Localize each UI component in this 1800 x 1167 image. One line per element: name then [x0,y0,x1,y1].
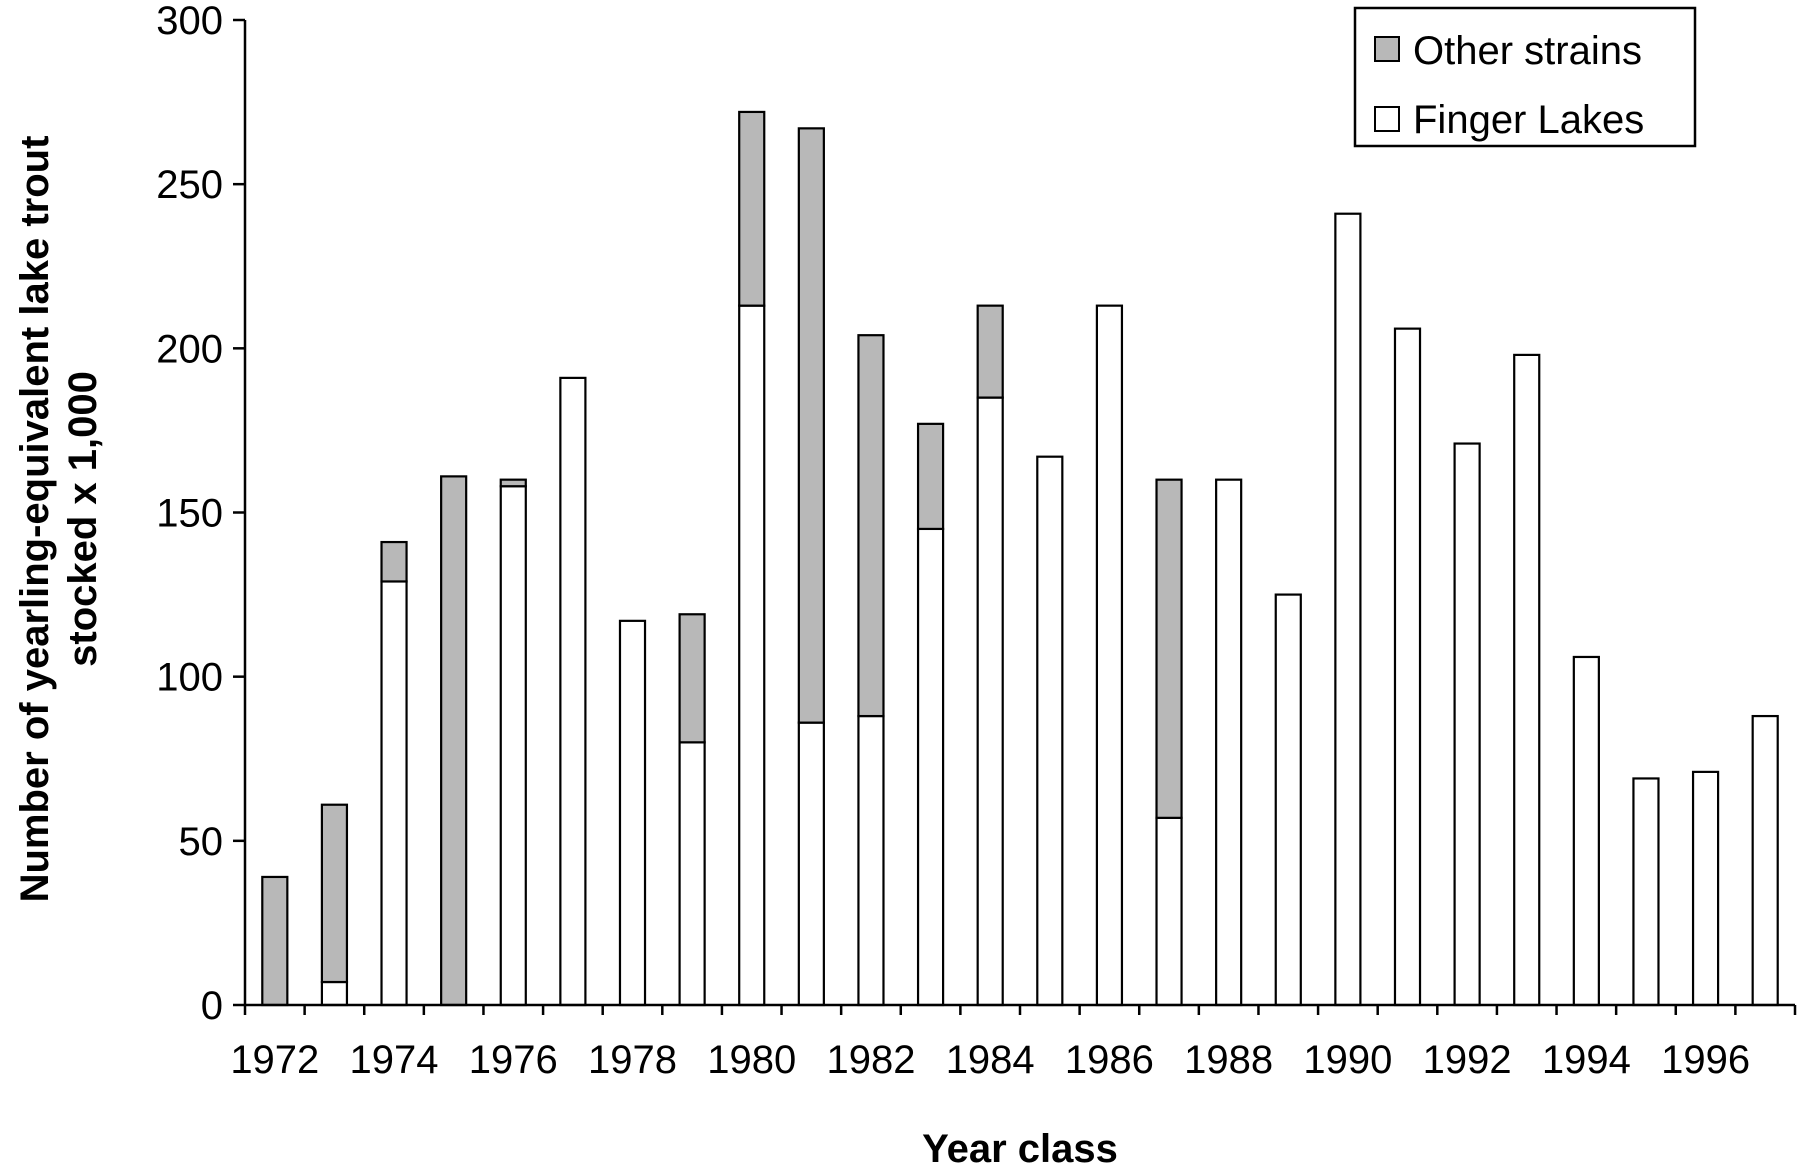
bar-finger-lakes-1986 [1095,304,1124,1007]
bar-other-strains-1981 [797,127,825,724]
bar-finger-lakes-1992 [1453,442,1481,1007]
legend-box [1353,6,1697,148]
bar-other-strains-1972 [261,875,289,1007]
bar-finger-lakes-1984 [976,396,1004,1007]
bars-group [261,110,1779,1007]
bar-finger-lakes-1991 [1393,327,1422,1007]
bar-finger-lakes-1979 [678,741,706,1007]
y-axis-title-line-1: Number of yearling-equivalent lake trout [13,136,57,903]
x-tick-label: 1988 [1184,1038,1273,1082]
bar-finger-lakes-1989 [1274,593,1302,1007]
y-tick-label: 50 [179,820,224,864]
legend-swatch-finger-lakes [1374,106,1400,132]
x-tick-label: 1972 [230,1038,319,1082]
y-tick-label: 300 [156,0,223,43]
y-tick-label: 200 [156,327,223,371]
bar-finger-lakes-1976 [499,485,527,1007]
bar-other-strains-1973 [320,803,349,984]
bar-finger-lakes-1982 [857,714,885,1007]
y-axis-title-line-2-text: stocked x 1,000 [61,371,105,667]
bar-other-strains-1987 [1155,478,1183,819]
bar-finger-lakes-1974 [380,580,408,1007]
bar-finger-lakes-1977 [559,376,587,1007]
bar-other-strains-1980 [738,110,766,307]
bar-other-strains-1976 [499,478,527,488]
bar-finger-lakes-1978 [618,619,647,1007]
x-tick-label: 1996 [1661,1038,1750,1082]
y-tick-label: 100 [156,656,223,700]
y-axis-title-line-2: stocked x 1,000 [61,371,105,667]
bar-finger-lakes-1990 [1334,212,1362,1007]
legend-swatch-other-strains [1374,36,1400,62]
bar-other-strains-1982 [857,334,885,718]
y-tick-label: 250 [156,163,223,207]
x-tick-label: 1984 [946,1038,1035,1082]
bar-finger-lakes-1983 [916,527,945,1007]
bar-finger-lakes-1987 [1155,816,1183,1007]
x-axis-title: Year class [922,1127,1118,1167]
x-tick-label: 1992 [1423,1038,1512,1082]
bar-finger-lakes-1981 [797,721,825,1007]
bar-finger-lakes-1994 [1572,655,1600,1007]
bar-other-strains-1984 [976,304,1004,399]
x-tick-label: 1980 [707,1038,796,1082]
bar-finger-lakes-1985 [1036,455,1064,1007]
x-tick-label: 1986 [1065,1038,1154,1082]
x-tick-label: 1982 [826,1038,915,1082]
x-tick-label: 1974 [350,1038,439,1082]
x-tick-label: 1990 [1303,1038,1392,1082]
bar-other-strains-1979 [678,613,706,744]
x-tick-label: 1976 [469,1038,558,1082]
bar-finger-lakes-1988 [1215,478,1243,1007]
bar-finger-lakes-1973 [320,980,349,1007]
y-tick-label: 150 [156,492,223,536]
bar-finger-lakes-1997 [1751,714,1779,1007]
bar-other-strains-1974 [380,540,408,583]
bar-other-strains-1975 [440,475,468,1007]
y-axis-title: Number of yearling-equivalent lake trout [13,136,57,903]
x-tick-label: 1978 [588,1038,677,1082]
bar-finger-lakes-1996 [1691,770,1720,1007]
bar-finger-lakes-1995 [1632,777,1660,1007]
y-ticks-group: 0 50 100 150 200 250 300 [156,0,245,1028]
legend-label-finger-lakes: Finger Lakes [1413,98,1644,142]
legend: Other strains Finger Lakes [1353,6,1697,148]
bar-finger-lakes-1980 [738,304,766,1007]
x-tick-label: 1994 [1542,1038,1631,1082]
y-tick-label: 0 [201,984,223,1028]
bar-finger-lakes-1993 [1513,353,1541,1007]
axes-group [243,20,1795,1007]
x-ticks-group: 1972 1974 1976 1978 1980 1982 1984 1986 1988 1990… [230,1005,1797,1082]
legend-label-other-strains: Other strains [1413,29,1642,73]
bar-other-strains-1983 [916,422,945,531]
